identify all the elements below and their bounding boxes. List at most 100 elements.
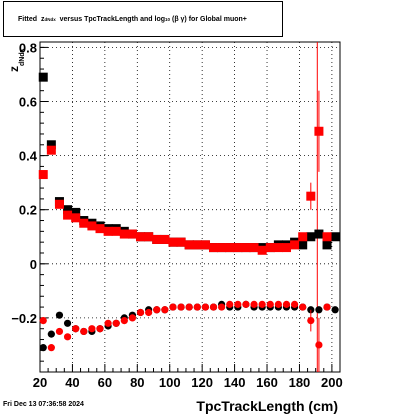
data-point-square: [38, 72, 48, 82]
data-point-circle: [274, 300, 282, 308]
data-point-circle: [80, 327, 88, 336]
data-point-square: [71, 213, 81, 223]
data-point-square: [314, 126, 324, 136]
data-point-square: [152, 234, 162, 244]
data-point-square: [322, 240, 332, 250]
x-tick-label: 180: [289, 375, 311, 390]
data-point-circle: [266, 300, 274, 308]
data-point-circle: [315, 306, 323, 314]
data-point-circle: [39, 344, 47, 352]
data-point-square: [87, 221, 97, 231]
x-tick-label: 100: [159, 375, 181, 390]
data-point-square: [46, 145, 56, 155]
data-point-square: [265, 243, 275, 253]
y-tick-label: −0.2: [11, 311, 37, 326]
data-point-circle: [47, 344, 55, 352]
data-point-square: [225, 243, 235, 253]
data-point-square: [95, 224, 105, 234]
x-tick-label: 20: [33, 375, 47, 390]
data-point-circle: [242, 300, 250, 308]
data-point-circle: [88, 325, 96, 333]
title-z: z: [40, 15, 45, 23]
data-point-square: [38, 170, 48, 180]
data-point-circle: [145, 308, 153, 317]
x-tick-label: 120: [191, 375, 213, 390]
y-tick-label: 0.6: [19, 95, 37, 110]
y-tick-label: 0: [30, 257, 37, 272]
data-point-circle: [169, 303, 177, 311]
data-point-circle: [72, 325, 80, 333]
data-point-square: [314, 229, 324, 239]
data-point-circle: [193, 303, 201, 311]
data-point-circle: [112, 319, 120, 327]
data-point-square: [233, 243, 243, 253]
data-point-square: [330, 232, 340, 242]
x-tick-label: 140: [224, 375, 246, 390]
data-point-square: [168, 237, 178, 247]
data-point-square: [249, 243, 259, 253]
data-point-square: [63, 210, 73, 220]
data-point-square: [322, 232, 332, 242]
data-point-circle: [258, 300, 266, 308]
data-point-square: [241, 243, 251, 253]
data-point-circle: [39, 317, 47, 325]
data-point-square: [54, 199, 64, 209]
chart-title: Fitted z dNdx versus TpcTrackLength and l…: [3, 1, 283, 37]
footer-date: Fri Dec 13 07:36:58 2024: [3, 401, 84, 408]
title-z-sub: dNdx: [44, 16, 56, 22]
data-point-circle: [185, 303, 193, 311]
data-point-circle: [63, 319, 72, 327]
data-point-square: [144, 232, 154, 242]
plot-frame: [39, 41, 341, 373]
data-point-square: [273, 243, 283, 253]
data-point-square: [192, 240, 202, 250]
data-point-circle: [234, 300, 242, 308]
data-point-square: [184, 240, 194, 250]
y-tick-label: 0.2: [19, 203, 37, 218]
title-middle: versus TpcTrackLength and log: [59, 15, 166, 23]
data-point-circle: [218, 303, 226, 311]
x-axis-label: TpcTrackLength (cm): [196, 398, 338, 414]
x-tick-label: 40: [65, 375, 79, 390]
x-tick-label: 200: [321, 375, 343, 390]
title-prefix: Fitted: [18, 15, 38, 23]
data-point-circle: [120, 317, 128, 325]
data-point-square: [290, 240, 300, 250]
data-point-circle: [201, 303, 210, 311]
data-point-square: [71, 207, 81, 217]
data-point-circle: [96, 325, 104, 333]
data-point-circle: [282, 300, 291, 308]
data-point-square: [257, 245, 267, 255]
title-log-sub: 10: [165, 16, 171, 22]
title-beta-gamma: (β γ): [171, 15, 187, 23]
data-point-square: [63, 205, 73, 215]
data-point-circle: [250, 300, 258, 308]
x-tick-label: 160: [256, 375, 278, 390]
title-suffix: for Global muon+: [188, 15, 247, 23]
data-point-circle: [290, 300, 299, 308]
data-point-square: [136, 232, 146, 242]
data-point-circle: [128, 314, 137, 322]
data-point-circle: [307, 317, 315, 325]
data-point-circle: [153, 306, 161, 314]
data-point-circle: [55, 311, 64, 319]
x-tick-label: 60: [98, 375, 112, 390]
data-point-square: [119, 229, 129, 239]
data-point-circle: [177, 303, 185, 311]
data-point-square: [79, 218, 89, 228]
data-point-square: [176, 237, 186, 247]
data-point-circle: [323, 303, 331, 311]
x-tick-label: 80: [130, 375, 144, 390]
data-point-circle: [161, 306, 169, 314]
data-point-circle: [299, 303, 307, 311]
data-point-square: [298, 232, 308, 242]
data-point-circle: [209, 303, 218, 311]
data-point-circle: [315, 341, 323, 349]
data-point-square: [200, 240, 210, 250]
data-point-circle: [63, 333, 72, 341]
data-point-circle: [136, 308, 145, 317]
data-point-square: [217, 243, 227, 253]
data-point-circle: [226, 300, 234, 308]
y-tick-label: 0.8: [19, 40, 37, 55]
